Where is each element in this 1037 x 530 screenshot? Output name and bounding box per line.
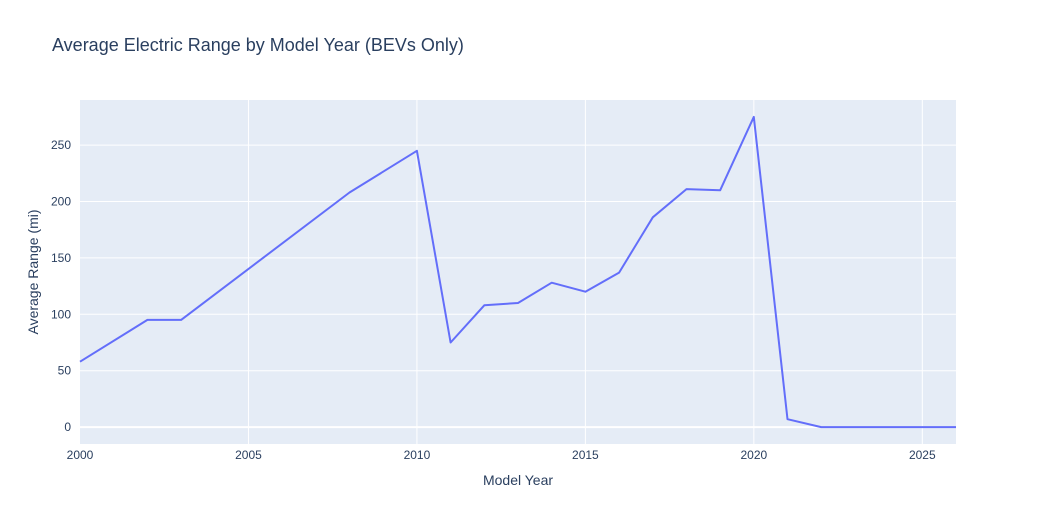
x-axis-ticks: 2000 2005 2010 2015 2020 2025 <box>67 448 936 462</box>
series-line <box>79 115 956 429</box>
plot-area <box>80 100 956 444</box>
x-tick-label: 2010 <box>404 448 431 462</box>
y-tick-label: 250 <box>51 138 71 152</box>
x-axis-title: Model Year <box>483 472 553 488</box>
y-axis-ticks: 0 50 100 150 200 250 <box>51 138 71 434</box>
chart-title: Average Electric Range by Model Year (BE… <box>52 35 464 55</box>
x-tick-label: 2005 <box>235 448 262 462</box>
x-tick-label: 2015 <box>572 448 599 462</box>
y-tick-label: 0 <box>64 420 71 434</box>
y-tick-label: 200 <box>51 195 71 209</box>
y-tick-label: 50 <box>58 364 72 378</box>
x-tick-label: 2000 <box>67 448 94 462</box>
y-axis-title: Average Range (mi) <box>25 209 41 334</box>
y-tick-label: 150 <box>51 251 71 265</box>
grid-lines <box>80 100 956 444</box>
x-tick-label: 2025 <box>909 448 936 462</box>
series-layer <box>79 115 956 429</box>
x-tick-label: 2020 <box>740 448 767 462</box>
y-tick-label: 100 <box>51 307 71 321</box>
